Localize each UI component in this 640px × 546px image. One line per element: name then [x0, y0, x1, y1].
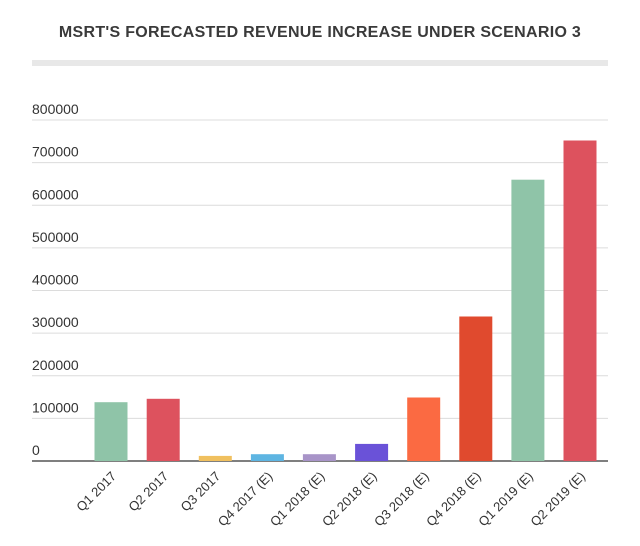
y-tick-label: 500000 [32, 229, 79, 245]
bar [407, 397, 441, 461]
y-tick-label: 100000 [32, 399, 79, 415]
x-tick-label: Q2 2018 (E) [319, 469, 380, 530]
title-divider [32, 60, 608, 66]
x-tick-label: Q1 2019 (E) [475, 469, 536, 530]
gridlines [32, 119, 608, 462]
x-tick-label: Q3 2017 [177, 469, 223, 515]
bar [355, 443, 389, 461]
x-tick-label: Q4 2017 (E) [215, 469, 276, 530]
bar [563, 140, 597, 461]
x-tick-label: Q4 2018 (E) [423, 469, 484, 530]
y-tick-label: 800000 [32, 101, 79, 117]
y-tick-label: 700000 [32, 144, 79, 160]
bar [198, 455, 232, 461]
x-tick-label: Q3 2018 (E) [371, 469, 432, 530]
bar [250, 454, 284, 461]
x-tick-label: Q2 2017 [125, 469, 171, 515]
x-tick-label: Q2 2019 (E) [527, 469, 588, 530]
y-tick-label: 300000 [32, 314, 79, 330]
y-tick-label: 200000 [32, 357, 79, 373]
bar [459, 316, 493, 461]
x-tick-label: Q1 2017 [73, 469, 119, 515]
y-tick-label: 600000 [32, 186, 79, 202]
bar [146, 398, 180, 461]
bar [94, 402, 128, 461]
y-axis-ticks: 0 100000 200000 300000 400000 500000 600000 700… [32, 101, 79, 458]
bar [511, 179, 545, 461]
bars [94, 140, 597, 461]
chart-title: MSRT'S FORECASTED REVENUE INCREASE UNDER… [58, 24, 582, 41]
x-tick-label: Q1 2018 (E) [267, 469, 328, 530]
bar [302, 454, 336, 461]
y-tick-label: 0 [32, 442, 40, 458]
y-tick-label: 400000 [32, 272, 79, 288]
